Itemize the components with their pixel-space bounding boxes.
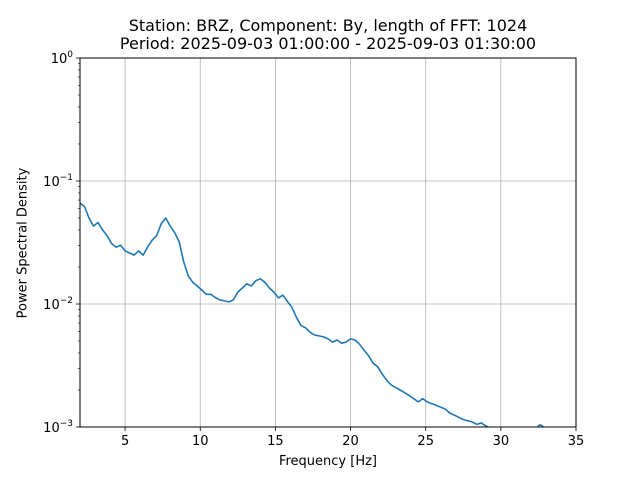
grid-lines [80,57,577,428]
x-tick-label: 15 [267,434,284,449]
x-tick-label: 20 [342,434,359,449]
x-tick-label: 10 [192,434,209,449]
y-tick-base: 10 [43,298,60,313]
y-tick-base: 10 [51,52,68,67]
y-tick-base: 10 [43,175,60,190]
y-tick-exponent: −2 [60,296,73,306]
x-tick-label: 30 [493,434,510,449]
x-tick-label: 35 [568,434,585,449]
axes-frame [79,57,577,428]
chart-subtitle: Period: 2025-09-03 01:00:00 - 2025-09-03… [119,34,537,53]
y-tick-label: 10−2 [43,296,73,313]
series-line-1 [537,424,544,427]
chart-title: Station: BRZ, Component: By, length of F… [128,16,528,35]
series-group [80,202,544,427]
x-tick-label: 25 [417,434,434,449]
y-tick-label: 10−1 [43,173,73,190]
y-axis-label: Power Spectral Density [15,167,31,319]
x-tick-label: 5 [121,434,129,449]
series-line-0 [80,202,490,427]
y-tick-exponent: −3 [60,419,73,429]
x-axis-label: Frequency [Hz] [278,454,378,469]
y-tick-base: 10 [43,421,60,436]
y-tick-exponent: −1 [60,173,73,183]
y-tick-label: 100 [51,50,74,67]
y-tick-label: 10−3 [43,419,73,436]
y-tick-exponent: 0 [67,50,73,60]
